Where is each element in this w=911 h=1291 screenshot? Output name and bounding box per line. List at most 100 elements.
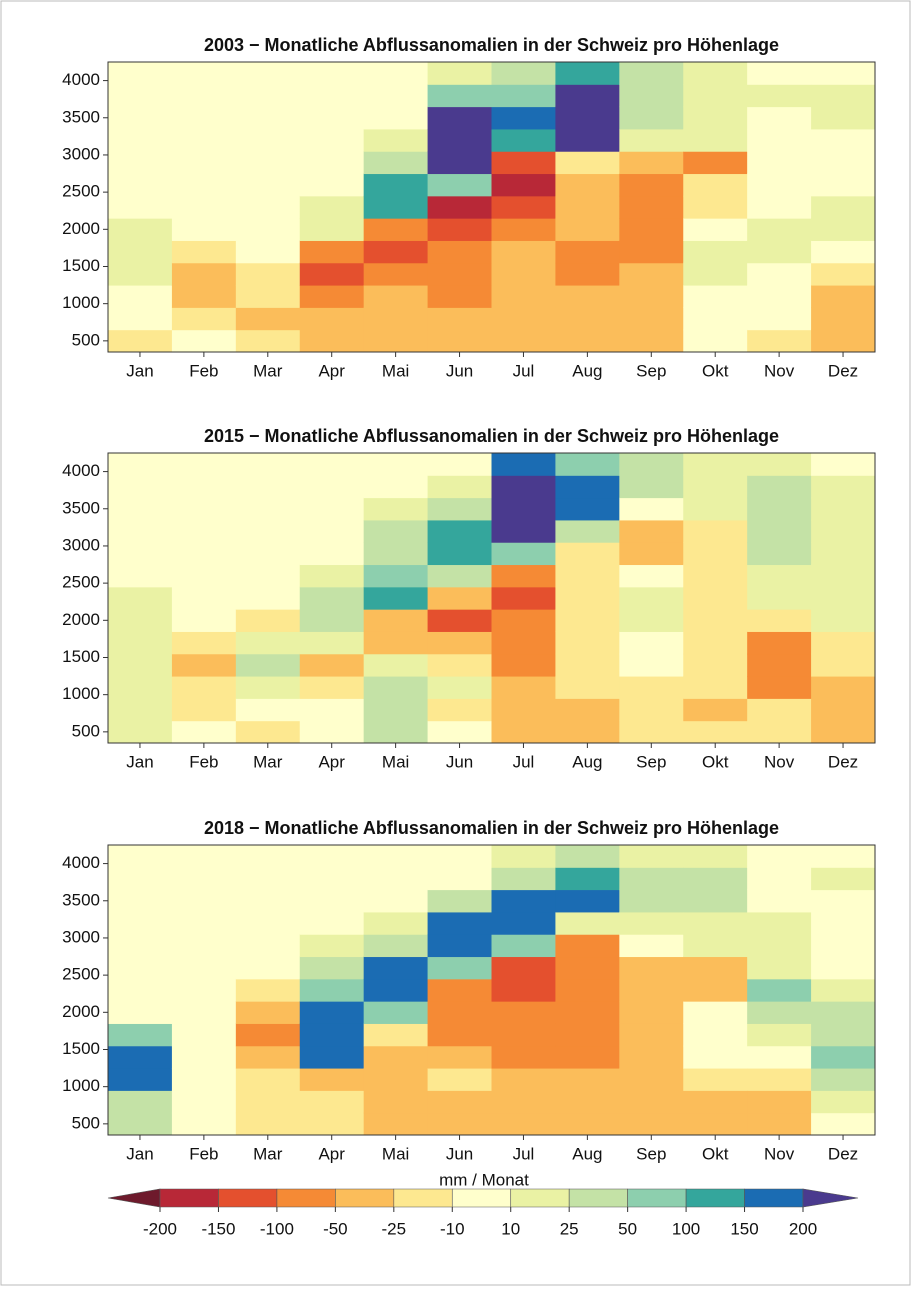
heat-cell xyxy=(171,631,237,655)
heat-cell xyxy=(619,1001,684,1024)
x-tick-label: Nov xyxy=(764,1144,795,1163)
heat-cell xyxy=(747,911,812,935)
heat-cell xyxy=(363,519,429,543)
heat-cell xyxy=(427,720,492,744)
heat-cell xyxy=(363,453,429,476)
heat-cell xyxy=(491,1001,556,1024)
heat-cell xyxy=(363,329,429,353)
heat-cell xyxy=(555,542,620,566)
heat-cell xyxy=(171,1090,237,1114)
heat-cell xyxy=(491,519,556,543)
heat-cell xyxy=(811,867,876,891)
heat-cell xyxy=(683,676,748,699)
heat-cell xyxy=(619,84,684,108)
heat-cell xyxy=(299,173,365,197)
colorbar-swatch xyxy=(685,1188,745,1208)
heat-cell xyxy=(427,911,492,935)
x-tick-label: Mai xyxy=(382,1144,409,1163)
heat-cell xyxy=(235,911,301,935)
heat-cell xyxy=(235,307,301,331)
heat-cell xyxy=(811,106,876,130)
heat-cell xyxy=(427,240,492,264)
heat-cell xyxy=(171,867,237,891)
heat-cell xyxy=(619,586,684,610)
x-tick-label: Nov xyxy=(764,361,795,380)
heat-cell xyxy=(811,151,876,175)
heat-cell xyxy=(171,307,237,331)
colorbar-swatch xyxy=(218,1188,278,1208)
heat-cell xyxy=(555,1090,620,1114)
x-tick-label: Jan xyxy=(126,361,153,380)
heat-cell xyxy=(683,542,748,566)
heat-cell xyxy=(171,1112,237,1136)
heat-cell xyxy=(363,845,429,868)
heat-cell xyxy=(363,497,429,521)
heat-cell xyxy=(171,453,237,476)
heat-cell xyxy=(811,934,876,958)
heat-cell xyxy=(811,609,876,632)
heat-cell xyxy=(619,542,684,566)
heat-cell xyxy=(299,609,365,632)
heat-cell xyxy=(811,195,876,219)
heat-cell xyxy=(171,1023,237,1047)
heat-cell xyxy=(235,586,301,610)
heat-cell xyxy=(491,956,556,980)
heat-cell xyxy=(235,1090,301,1114)
heat-cell xyxy=(747,519,812,543)
heat-cell xyxy=(427,1112,492,1136)
heat-cell xyxy=(619,240,684,264)
heat-cell xyxy=(299,1090,365,1114)
heat-cell xyxy=(299,84,365,108)
heat-cell xyxy=(683,698,748,722)
heat-cell xyxy=(108,978,173,1002)
heat-cell xyxy=(555,84,620,108)
heat-cell xyxy=(363,564,429,588)
heat-cell xyxy=(683,519,748,543)
heat-cell xyxy=(555,1112,620,1136)
heat-cell xyxy=(108,475,173,499)
heat-cell xyxy=(747,1023,812,1047)
heat-cell xyxy=(299,564,365,588)
x-tick-label: Aug xyxy=(572,361,602,380)
heat-cell xyxy=(171,676,237,699)
heat-cell xyxy=(811,329,876,353)
heat-cell xyxy=(619,151,684,175)
heat-cell xyxy=(427,1023,492,1047)
x-tick-label: Apr xyxy=(318,1144,345,1163)
heat-cell xyxy=(747,62,812,85)
heat-cell xyxy=(811,653,876,677)
heat-cell xyxy=(363,218,429,241)
heat-cell xyxy=(747,151,812,175)
heat-cell xyxy=(427,889,492,913)
heat-cell xyxy=(683,84,748,108)
heat-cell xyxy=(555,978,620,1002)
heat-cell xyxy=(299,62,365,85)
heat-cell xyxy=(683,1090,748,1114)
colorbar-tick-label: 100 xyxy=(672,1219,700,1238)
heat-cell xyxy=(619,956,684,980)
heat-cell xyxy=(491,173,556,197)
y-tick-label: 4000 xyxy=(62,461,100,480)
heat-cell xyxy=(235,542,301,566)
heat-cell xyxy=(299,195,365,219)
heat-cell xyxy=(108,195,173,219)
heat-cell xyxy=(811,586,876,610)
heat-cell xyxy=(619,475,684,499)
heat-cell xyxy=(555,867,620,891)
heat-cell xyxy=(299,542,365,566)
heat-cell xyxy=(427,1001,492,1024)
y-tick-label: 500 xyxy=(72,330,100,349)
heat-cell xyxy=(491,631,556,655)
heat-cell xyxy=(747,1045,812,1069)
heat-cell xyxy=(811,1023,876,1047)
heat-cell xyxy=(811,497,876,521)
heat-cell xyxy=(363,956,429,980)
heat-cell xyxy=(171,262,237,286)
heat-cell xyxy=(299,720,365,744)
heat-cell xyxy=(683,889,748,913)
heat-cell xyxy=(299,911,365,935)
heat-cell xyxy=(683,845,748,868)
heat-cell xyxy=(811,240,876,264)
heat-cell xyxy=(363,1090,429,1114)
heat-cell xyxy=(619,564,684,588)
